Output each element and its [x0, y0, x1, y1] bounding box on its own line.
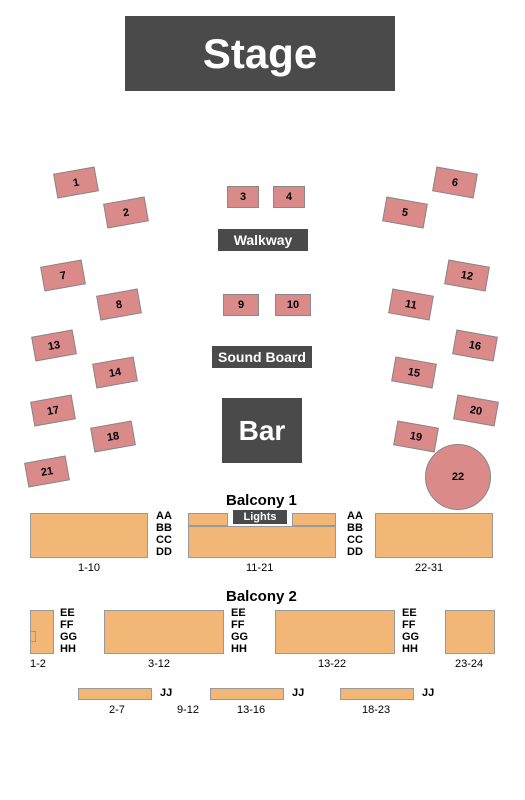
- balc1-row-right-2: CC: [347, 534, 363, 546]
- balc1-range-0: 1-10: [78, 562, 100, 574]
- balcony1-section-1[interactable]: [188, 526, 336, 558]
- balc2-row-3: HH: [60, 643, 76, 655]
- balcony2-top-section-1[interactable]: [30, 631, 36, 642]
- balc1-range-2: 22-31: [415, 562, 443, 574]
- balc2-row-11: HH: [402, 643, 418, 655]
- floor-section-15[interactable]: 15: [391, 357, 437, 389]
- balcony1-section-3[interactable]: [292, 513, 336, 526]
- floor-section-20[interactable]: 20: [453, 395, 499, 427]
- balc2-row-6: GG: [231, 631, 248, 643]
- balcony2-title: Balcony 2: [226, 588, 297, 605]
- floor-section-12[interactable]: 12: [444, 260, 490, 292]
- balcony2-top-section-5[interactable]: [445, 610, 495, 654]
- soundboard-label: Sound Board: [212, 346, 312, 368]
- floor-section-19[interactable]: 19: [393, 421, 439, 453]
- floor-section-9[interactable]: 9: [223, 294, 259, 316]
- balc1-row-right-0: AA: [347, 510, 363, 522]
- floor-section-21[interactable]: 21: [24, 456, 70, 488]
- balc2-range-bot-0: 2-7: [109, 704, 125, 716]
- balcony2-top-section-3[interactable]: [275, 610, 395, 654]
- floor-section-16[interactable]: 16: [452, 330, 498, 362]
- bar-label: Bar: [222, 398, 302, 463]
- balc2-range-top-2: 13-22: [318, 658, 346, 670]
- floor-section-8[interactable]: 8: [96, 289, 142, 321]
- balc2-row-7: HH: [231, 643, 247, 655]
- floor-section-18[interactable]: 18: [90, 421, 136, 453]
- walkway-label: Walkway: [218, 229, 308, 251]
- floor-section-22[interactable]: 22: [425, 444, 491, 510]
- balc2-jj-1: JJ: [292, 687, 304, 699]
- balc2-row-5: FF: [231, 619, 244, 631]
- floor-section-2[interactable]: 2: [103, 197, 149, 229]
- balc1-row-left-3: DD: [156, 546, 172, 558]
- balcony1-section-0[interactable]: [30, 513, 148, 558]
- balc2-range-bot-1: 9-12: [177, 704, 199, 716]
- balcony2-bot-section-0[interactable]: [78, 688, 152, 700]
- balc2-range-top-0: 1-2: [30, 658, 46, 670]
- floor-section-13[interactable]: 13: [31, 330, 77, 362]
- balc2-row-9: FF: [402, 619, 415, 631]
- stage-label: Stage: [125, 16, 395, 91]
- balcony2-bot-section-1[interactable]: [210, 688, 284, 700]
- balc2-row-10: GG: [402, 631, 419, 643]
- balc2-range-top-3: 23-24: [455, 658, 483, 670]
- balc2-row-8: EE: [402, 607, 417, 619]
- balcony1-section-4[interactable]: [375, 513, 493, 558]
- floor-section-14[interactable]: 14: [92, 357, 138, 389]
- floor-section-5[interactable]: 5: [382, 197, 428, 229]
- floor-section-7[interactable]: 7: [40, 260, 86, 292]
- floor-section-6[interactable]: 6: [432, 167, 478, 199]
- floor-section-10[interactable]: 10: [275, 294, 311, 316]
- balc1-row-left-2: CC: [156, 534, 172, 546]
- balc2-range-top-1: 3-12: [148, 658, 170, 670]
- floor-section-11[interactable]: 11: [388, 289, 434, 321]
- balcony1-title: Balcony 1: [226, 492, 297, 509]
- lights-label: Lights: [233, 510, 287, 524]
- floor-section-3[interactable]: 3: [227, 186, 259, 208]
- floor-section-4[interactable]: 4: [273, 186, 305, 208]
- balc1-row-right-1: BB: [347, 522, 363, 534]
- balc2-row-2: GG: [60, 631, 77, 643]
- balc1-range-1: 11-21: [246, 562, 273, 574]
- floor-section-1[interactable]: 1: [53, 167, 99, 199]
- balc2-row-0: EE: [60, 607, 75, 619]
- balc2-range-bot-3: 18-23: [362, 704, 390, 716]
- floor-section-17[interactable]: 17: [30, 395, 76, 427]
- balc1-row-right-3: DD: [347, 546, 363, 558]
- balcony2-bot-section-2[interactable]: [340, 688, 414, 700]
- balc2-jj-0: JJ: [160, 687, 172, 699]
- balc1-row-left-0: AA: [156, 510, 172, 522]
- balcony2-top-section-2[interactable]: [104, 610, 224, 654]
- balcony1-section-2[interactable]: [188, 513, 228, 526]
- balc2-jj-2: JJ: [422, 687, 434, 699]
- balc2-row-4: EE: [231, 607, 246, 619]
- balc2-row-1: FF: [60, 619, 73, 631]
- balc2-range-bot-2: 13-16: [237, 704, 265, 716]
- balc1-row-left-1: BB: [156, 522, 172, 534]
